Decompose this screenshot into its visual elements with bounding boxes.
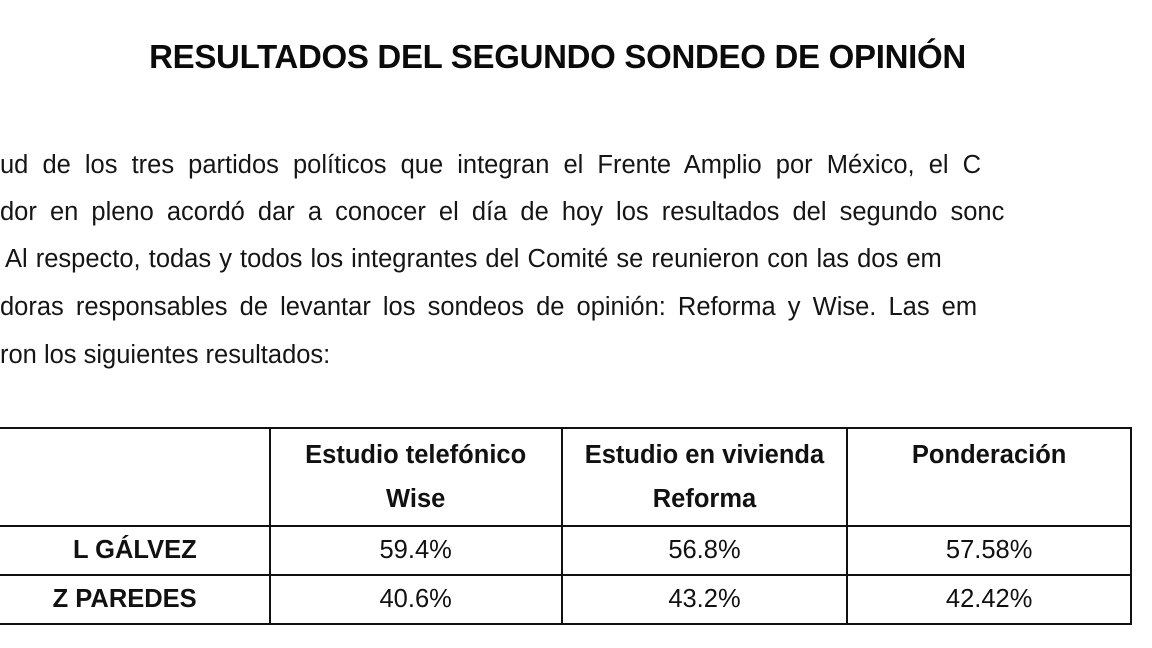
- header-wise-line2: Wise: [386, 485, 446, 513]
- header-cell-reforma: Estudio en vivienda Reforma: [560, 427, 849, 527]
- paragraph-line-1: ud de los tres partidos políticos que in…: [0, 151, 982, 179]
- header-cell-wise: Estudio telefónico Wise: [268, 427, 563, 527]
- ponderacion-value: 42.42%: [846, 574, 1132, 625]
- header-ponderacion-line1: Ponderación: [911, 441, 1067, 469]
- paragraph-line-3: Al respecto, todas y todos los integrant…: [5, 245, 942, 273]
- candidate-name: Z PAREDES: [0, 574, 271, 625]
- document-title: RESULTADOS DEL SEGUNDO SONDEO DE OPINIÓN: [149, 38, 966, 75]
- paragraph-line-2: dor en pleno acordó dar a conocer el día…: [0, 198, 1005, 226]
- wise-value: 59.4%: [268, 525, 563, 576]
- table-header-row: Estudio telefónico Wise Estudio en vivie…: [0, 427, 1132, 527]
- header-reforma-line2: Reforma: [652, 485, 757, 513]
- header-cell-ponderacion: Ponderación: [846, 427, 1132, 527]
- ponderacion-value: 57.58%: [846, 525, 1132, 576]
- paragraph-line-4: doras responsables de levantar los sonde…: [0, 293, 978, 321]
- table-row: L GÁLVEZ 59.4% 56.8% 57.58%: [0, 525, 1132, 576]
- wise-value: 40.6%: [268, 574, 563, 625]
- reforma-value: 56.8%: [560, 525, 849, 576]
- table-row: Z PAREDES 40.6% 43.2% 42.42%: [0, 574, 1132, 625]
- candidate-name: L GÁLVEZ: [0, 525, 271, 576]
- results-table: Estudio telefónico Wise Estudio en vivie…: [0, 427, 1132, 625]
- reforma-value: 43.2%: [560, 574, 849, 625]
- paragraph-line-5: ron los siguientes resultados:: [0, 341, 331, 369]
- header-cell-candidate: [0, 427, 271, 527]
- header-wise-line1: Estudio telefónico: [305, 441, 527, 469]
- header-reforma-line1: Estudio en vivienda: [584, 441, 825, 469]
